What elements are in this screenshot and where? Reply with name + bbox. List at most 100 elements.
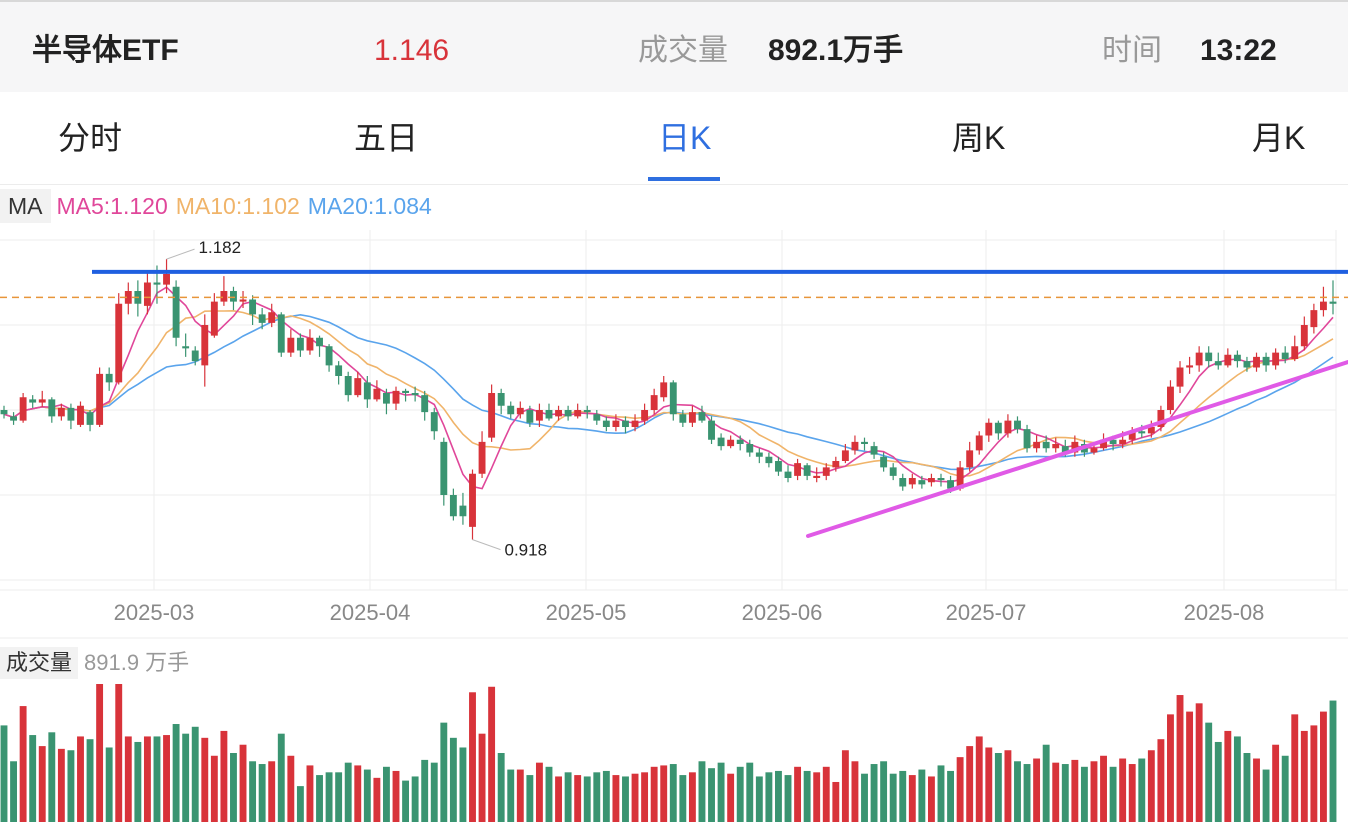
volume-bar — [488, 686, 496, 822]
candle — [679, 414, 687, 423]
volume-bar — [335, 772, 343, 822]
period-tabs: 分时 五日 日K 周K 月K — [0, 92, 1348, 185]
volume-bar — [669, 764, 677, 822]
volume-bar — [1272, 744, 1280, 822]
ma5-label: MA5:1.120 — [56, 193, 168, 219]
volume-bar — [985, 747, 993, 822]
candle — [526, 410, 534, 423]
volume-bar — [249, 761, 257, 822]
volume-bar — [956, 757, 964, 822]
volume-bar — [10, 761, 18, 822]
volume-bar — [1291, 714, 1299, 822]
volume-bar — [1147, 750, 1155, 822]
candle — [268, 312, 276, 323]
candle — [392, 390, 400, 404]
candle — [249, 299, 257, 315]
candle — [1233, 354, 1241, 362]
high-label: 1.182 — [199, 238, 242, 257]
volume-bar — [19, 706, 27, 822]
volume-bar — [1300, 730, 1308, 822]
volume-bar — [1167, 714, 1174, 822]
ma-tag[interactable]: MA — [0, 189, 51, 223]
volume-bar — [727, 773, 735, 822]
candle — [77, 405, 84, 425]
tab-weekly-k[interactable]: 周K — [952, 120, 1006, 156]
candle — [373, 388, 381, 400]
candle — [947, 480, 954, 489]
candle — [143, 282, 151, 306]
volume-bar — [927, 776, 935, 822]
candle — [555, 410, 562, 417]
candle — [966, 450, 974, 468]
candle — [1033, 441, 1041, 449]
volume-bar — [1090, 761, 1098, 822]
volume-bar — [937, 765, 945, 822]
volume-bar — [296, 786, 304, 822]
candle — [124, 291, 132, 304]
volume-bar — [459, 747, 467, 822]
volume-bar — [1138, 758, 1146, 822]
trend-line — [806, 360, 1348, 538]
x-tick-label: 2025-03 — [114, 600, 195, 625]
volume-bar — [373, 777, 381, 822]
candle — [153, 282, 161, 285]
x-tick-label: 2025-06 — [742, 600, 823, 625]
x-tick-label: 2025-05 — [546, 600, 627, 625]
tab-daily-k[interactable]: 日K — [658, 120, 712, 156]
tab-intraday[interactable]: 分时 — [58, 120, 123, 156]
candle — [191, 350, 199, 362]
volume-bar — [316, 775, 323, 822]
volume-bar — [679, 775, 687, 822]
volume-bar — [201, 737, 209, 822]
volume-label: 成交量 — [638, 34, 728, 67]
candle — [1300, 325, 1308, 347]
ma10-label: MA10:1.102 — [175, 193, 300, 219]
candle — [736, 439, 744, 444]
volume-bar — [1253, 758, 1260, 822]
candle — [841, 450, 849, 461]
candle — [306, 337, 314, 351]
candle — [430, 412, 438, 432]
volume-bar — [688, 772, 696, 822]
tab-monthly-k[interactable]: 月K — [1252, 120, 1306, 156]
volume-bar — [966, 746, 974, 822]
candle — [1147, 427, 1155, 434]
candle — [564, 410, 572, 417]
volume-bar — [1033, 758, 1041, 822]
candle — [650, 395, 658, 410]
tab-five-day[interactable]: 五日 — [354, 120, 419, 156]
volume-bar — [1061, 764, 1069, 822]
volume-bar — [870, 764, 878, 822]
volume-bar — [880, 761, 888, 822]
candle — [354, 378, 362, 396]
volume-bar — [775, 770, 782, 822]
candle — [660, 382, 668, 398]
candle — [497, 393, 505, 406]
volume-bar — [57, 748, 65, 822]
volume-bar — [1205, 722, 1213, 822]
volume-bar — [287, 755, 295, 822]
candle — [889, 467, 897, 476]
volume-bar — [1119, 758, 1127, 822]
candle — [488, 393, 496, 438]
volume-bar — [497, 753, 505, 822]
low-marker-line — [472, 539, 501, 551]
volume-legend: 成交量 891.9 万手 — [0, 647, 189, 679]
volume-bar — [641, 772, 649, 822]
volume-tag[interactable]: 成交量 — [0, 647, 79, 679]
candle — [1061, 446, 1069, 453]
candle — [1319, 301, 1327, 311]
volume-bar — [841, 750, 849, 822]
volume-bar — [1195, 703, 1203, 822]
volume-bar — [1233, 736, 1241, 822]
volume-bar — [230, 753, 237, 822]
volume-bar — [182, 733, 190, 822]
volume-bar — [115, 684, 123, 822]
volume-bar — [67, 750, 75, 822]
volume-bar — [1319, 711, 1327, 822]
candle — [182, 346, 190, 349]
candle — [210, 301, 218, 336]
candle — [1281, 352, 1289, 359]
candle — [29, 399, 37, 403]
